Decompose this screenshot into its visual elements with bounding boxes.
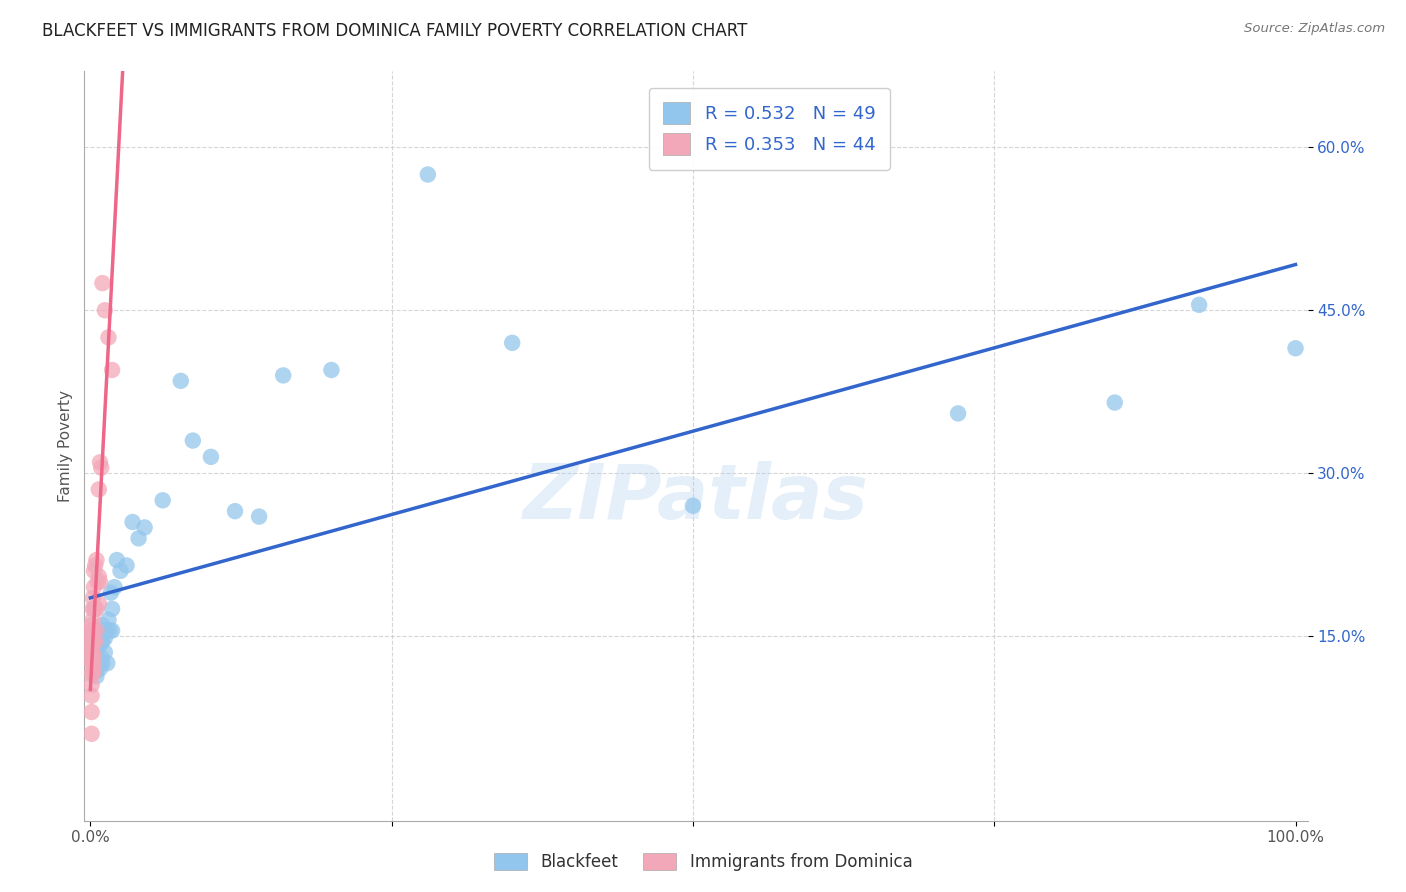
Point	[115, 558, 138, 573]
Point	[94, 631, 117, 645]
Point	[82, 613, 104, 627]
Point	[1284, 341, 1306, 355]
Point	[321, 363, 343, 377]
Point	[110, 564, 132, 578]
Point	[91, 656, 114, 670]
Point	[94, 303, 117, 318]
Point	[91, 276, 114, 290]
Point	[82, 602, 104, 616]
Point	[80, 640, 103, 654]
Point	[86, 637, 108, 651]
Point	[89, 629, 111, 643]
Point	[83, 650, 105, 665]
Point	[97, 613, 120, 627]
Point	[82, 645, 104, 659]
Point	[98, 624, 121, 638]
Point	[87, 640, 110, 654]
Point	[90, 650, 112, 665]
Point	[134, 520, 156, 534]
Point	[224, 504, 246, 518]
Point	[128, 531, 150, 545]
Point	[105, 553, 128, 567]
Point	[86, 624, 108, 638]
Point	[87, 597, 110, 611]
Point	[100, 585, 122, 599]
Point	[89, 455, 111, 469]
Point	[80, 624, 103, 638]
Point	[80, 656, 103, 670]
Point	[94, 645, 117, 659]
Point	[247, 509, 270, 524]
Text: BLACKFEET VS IMMIGRANTS FROM DOMINICA FAMILY POVERTY CORRELATION CHART: BLACKFEET VS IMMIGRANTS FROM DOMINICA FA…	[42, 22, 748, 40]
Y-axis label: Family Poverty: Family Poverty	[58, 390, 73, 502]
Point	[83, 602, 105, 616]
Point	[84, 634, 107, 648]
Point	[80, 629, 103, 643]
Point	[82, 656, 104, 670]
Point	[86, 624, 108, 638]
Point	[416, 168, 439, 182]
Point	[80, 618, 103, 632]
Text: ZIPatlas: ZIPatlas	[523, 461, 869, 535]
Point	[80, 727, 103, 741]
Point	[96, 656, 118, 670]
Point	[86, 574, 108, 589]
Point	[89, 574, 111, 589]
Point	[86, 642, 108, 657]
Point	[1188, 298, 1211, 312]
Point	[682, 499, 704, 513]
Point	[200, 450, 222, 464]
Point	[101, 624, 124, 638]
Point	[82, 634, 104, 648]
Point	[87, 569, 110, 583]
Point	[90, 460, 112, 475]
Point	[87, 483, 110, 497]
Point	[97, 330, 120, 344]
Point	[84, 558, 107, 573]
Point	[181, 434, 204, 448]
Point	[80, 705, 103, 719]
Text: Source: ZipAtlas.com: Source: ZipAtlas.com	[1244, 22, 1385, 36]
Point	[946, 406, 969, 420]
Point	[80, 667, 103, 681]
Point	[86, 664, 108, 678]
Point	[91, 634, 114, 648]
Point	[82, 624, 104, 638]
Legend: R = 0.532   N = 49, R = 0.353   N = 44: R = 0.532 N = 49, R = 0.353 N = 44	[648, 88, 890, 169]
Point	[86, 653, 108, 667]
Point	[83, 662, 105, 676]
Point	[86, 648, 108, 662]
Point	[101, 602, 124, 616]
Point	[152, 493, 174, 508]
Point	[86, 553, 108, 567]
Point	[86, 658, 108, 673]
Point	[84, 602, 107, 616]
Point	[83, 634, 105, 648]
Point	[93, 624, 115, 638]
Point	[121, 515, 143, 529]
Legend: Blackfeet, Immigrants from Dominica: Blackfeet, Immigrants from Dominica	[485, 845, 921, 880]
Point	[91, 618, 114, 632]
Point	[501, 335, 523, 350]
Point	[80, 645, 103, 659]
Point	[101, 363, 124, 377]
Point	[83, 564, 105, 578]
Point	[1104, 395, 1126, 409]
Point	[94, 624, 117, 638]
Point	[80, 634, 103, 648]
Point	[271, 368, 294, 383]
Point	[170, 374, 193, 388]
Point	[82, 667, 104, 681]
Point	[86, 631, 108, 645]
Point	[83, 580, 105, 594]
Point	[103, 580, 125, 594]
Point	[89, 662, 111, 676]
Point	[86, 602, 108, 616]
Point	[80, 650, 103, 665]
Point	[80, 678, 103, 692]
Point	[86, 669, 108, 683]
Point	[90, 634, 112, 648]
Point	[82, 591, 104, 605]
Point	[80, 689, 103, 703]
